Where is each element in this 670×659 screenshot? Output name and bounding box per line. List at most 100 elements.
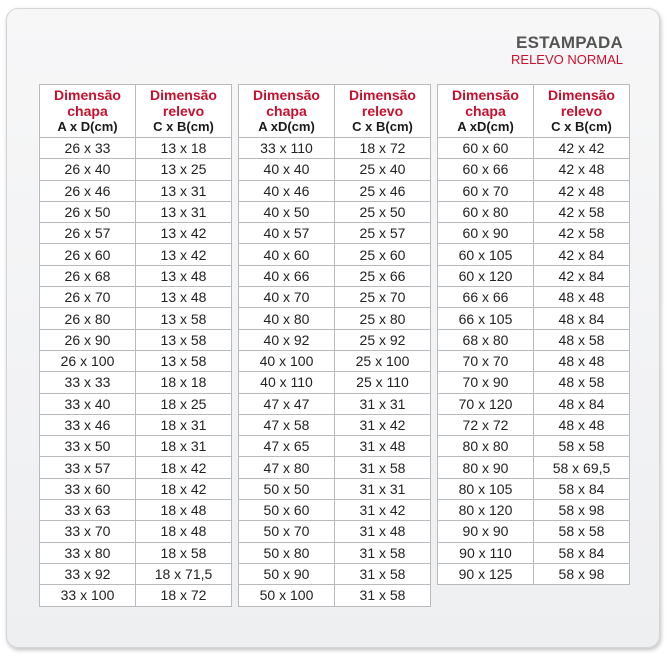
header-unit: C x B(cm) bbox=[352, 119, 413, 134]
cell-relevo: 31 x 48 bbox=[334, 520, 431, 543]
cell-chapa: 33 x 63 bbox=[39, 499, 136, 522]
cell-relevo: 13 x 18 bbox=[135, 136, 232, 160]
table-row: 40 x 46 25 x 46 bbox=[238, 179, 431, 202]
cell-chapa: 40 x 46 bbox=[238, 179, 335, 202]
cell-relevo: 25 x 80 bbox=[334, 307, 431, 330]
table-row: 26 x 57 13 x 42 bbox=[39, 222, 232, 245]
cell-chapa: 50 x 100 bbox=[238, 584, 335, 607]
cell-relevo: 13 x 31 bbox=[135, 179, 232, 202]
cell-chapa: 26 x 57 bbox=[39, 222, 136, 245]
cell-chapa: 40 x 70 bbox=[238, 286, 335, 309]
table-row: 26 x 60 13 x 42 bbox=[39, 243, 232, 266]
table-row: 60 x 60 42 x 42 bbox=[437, 136, 630, 160]
cell-chapa: 26 x 60 bbox=[39, 243, 136, 266]
header-dimensao-relevo: Dimensão relevo C x B(cm) bbox=[334, 84, 431, 138]
table-row: 33 x 92 18 x 71,5 bbox=[39, 562, 232, 586]
cell-relevo: 58 x 58 bbox=[533, 520, 630, 543]
table-row: 26 x 40 13 x 25 bbox=[39, 158, 232, 181]
cell-chapa: 40 x 110 bbox=[238, 371, 335, 394]
table-row: 60 x 66 42 x 48 bbox=[437, 158, 630, 181]
cell-relevo: 25 x 57 bbox=[334, 222, 431, 245]
table-row: 66 x 105 48 x 84 bbox=[437, 307, 630, 330]
header-label: Dimensão chapa bbox=[452, 87, 519, 119]
cell-chapa: 50 x 80 bbox=[238, 541, 335, 564]
cell-relevo: 42 x 42 bbox=[533, 136, 630, 160]
cell-relevo: 25 x 50 bbox=[334, 200, 431, 224]
table-row: 60 x 105 42 x 84 bbox=[437, 243, 630, 266]
cell-relevo: 18 x 48 bbox=[135, 520, 232, 543]
cell-relevo: 48 x 48 bbox=[533, 413, 630, 437]
cell-relevo: 25 x 110 bbox=[334, 371, 431, 394]
table-row: 26 x 33 13 x 18 bbox=[39, 136, 232, 160]
header-label: Dimensão relevo bbox=[150, 87, 217, 119]
cell-chapa: 26 x 70 bbox=[39, 286, 136, 309]
cell-relevo: 13 x 31 bbox=[135, 200, 232, 224]
cell-relevo: 18 x 31 bbox=[135, 413, 232, 437]
table-row: 33 x 33 18 x 18 bbox=[39, 371, 232, 394]
cell-chapa: 33 x 46 bbox=[39, 413, 136, 437]
cell-chapa: 33 x 100 bbox=[39, 584, 136, 607]
cell-relevo: 42 x 58 bbox=[533, 222, 630, 245]
cell-chapa: 90 x 110 bbox=[437, 541, 534, 564]
cell-relevo: 58 x 98 bbox=[533, 499, 630, 522]
cell-chapa: 26 x 50 bbox=[39, 200, 136, 224]
cell-relevo: 18 x 58 bbox=[135, 541, 232, 564]
cell-chapa: 47 x 65 bbox=[238, 435, 335, 458]
table-row: 33 x 80 18 x 58 bbox=[39, 541, 232, 564]
table-row: 33 x 110 18 x 72 bbox=[238, 136, 431, 160]
table-row: 40 x 70 25 x 70 bbox=[238, 286, 431, 309]
heading-block: ESTAMPADA RELEVO NORMAL bbox=[511, 34, 623, 68]
table-row: 40 x 100 25 x 100 bbox=[238, 349, 431, 373]
cell-relevo: 18 x 42 bbox=[135, 456, 232, 479]
table-row: 26 x 80 13 x 58 bbox=[39, 307, 232, 330]
cell-relevo: 48 x 58 bbox=[533, 371, 630, 394]
cell-relevo: 31 x 58 bbox=[334, 562, 431, 586]
table-row: 40 x 110 25 x 110 bbox=[238, 371, 431, 394]
cell-chapa: 72 x 72 bbox=[437, 413, 534, 437]
header-label: Dimensão relevo bbox=[548, 87, 615, 119]
table-row: 70 x 70 48 x 48 bbox=[437, 349, 630, 373]
cell-chapa: 80 x 80 bbox=[437, 435, 534, 458]
cell-relevo: 13 x 58 bbox=[135, 328, 232, 351]
cell-chapa: 33 x 33 bbox=[39, 371, 136, 394]
table-row: 90 x 110 58 x 84 bbox=[437, 541, 630, 564]
cell-chapa: 66 x 66 bbox=[437, 286, 534, 309]
header-label: Dimensão relevo bbox=[349, 87, 416, 119]
cell-relevo: 48 x 58 bbox=[533, 328, 630, 351]
cell-chapa: 70 x 70 bbox=[437, 349, 534, 373]
cell-relevo: 18 x 72 bbox=[135, 584, 232, 607]
header-unit: A xD(cm) bbox=[258, 119, 315, 134]
table-row: 47 x 58 31 x 42 bbox=[238, 413, 431, 437]
table-row: 26 x 90 13 x 58 bbox=[39, 328, 232, 351]
table-row: 90 x 90 58 x 58 bbox=[437, 520, 630, 543]
cell-relevo: 25 x 40 bbox=[334, 158, 431, 181]
cell-relevo: 31 x 31 bbox=[334, 392, 431, 415]
cell-chapa: 26 x 100 bbox=[39, 349, 136, 373]
table-row: 33 x 70 18 x 48 bbox=[39, 520, 232, 543]
cell-chapa: 40 x 80 bbox=[238, 307, 335, 330]
cell-chapa: 60 x 105 bbox=[437, 243, 534, 266]
cell-chapa: 33 x 110 bbox=[238, 136, 335, 160]
table-row: 33 x 100 18 x 72 bbox=[39, 584, 232, 607]
cell-chapa: 70 x 120 bbox=[437, 392, 534, 415]
cell-chapa: 40 x 40 bbox=[238, 158, 335, 181]
cell-relevo: 58 x 58 bbox=[533, 435, 630, 458]
cell-relevo: 48 x 84 bbox=[533, 307, 630, 330]
cell-relevo: 13 x 48 bbox=[135, 286, 232, 309]
cell-chapa: 26 x 46 bbox=[39, 179, 136, 202]
cell-chapa: 26 x 33 bbox=[39, 136, 136, 160]
page-title: ESTAMPADA bbox=[516, 33, 623, 52]
cell-chapa: 40 x 50 bbox=[238, 200, 335, 224]
cell-chapa: 90 x 125 bbox=[437, 562, 534, 586]
table-row: 40 x 40 25 x 40 bbox=[238, 158, 431, 181]
header-label: Dimensão chapa bbox=[54, 87, 121, 119]
cell-relevo: 25 x 92 bbox=[334, 328, 431, 351]
cell-relevo: 31 x 42 bbox=[334, 499, 431, 522]
cell-relevo: 42 x 58 bbox=[533, 200, 630, 224]
cell-chapa: 47 x 47 bbox=[238, 392, 335, 415]
table-row: 26 x 50 13 x 31 bbox=[39, 200, 232, 224]
cell-relevo: 18 x 42 bbox=[135, 477, 232, 501]
cell-chapa: 50 x 70 bbox=[238, 520, 335, 543]
table-row: 40 x 92 25 x 92 bbox=[238, 328, 431, 351]
cell-relevo: 18 x 71,5 bbox=[135, 562, 232, 586]
